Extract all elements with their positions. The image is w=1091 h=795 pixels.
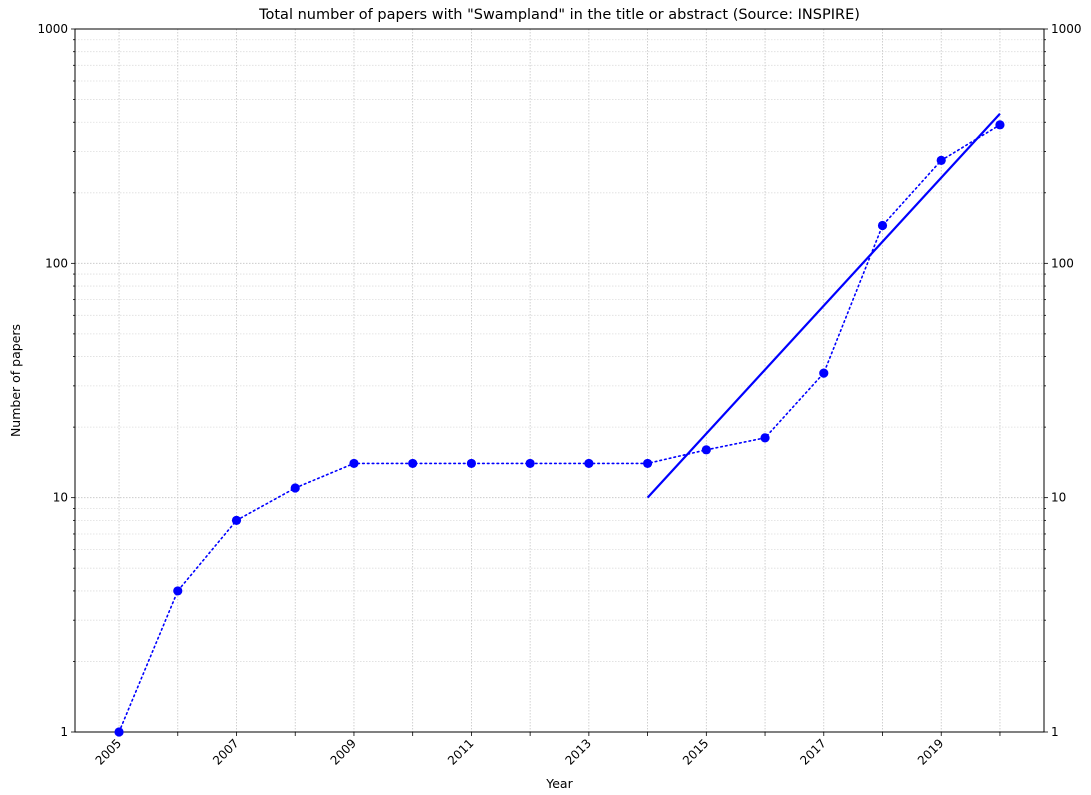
- x-tick-label: 2019: [915, 736, 946, 767]
- grid: [75, 29, 1044, 732]
- y-tick-label-right: 1000: [1051, 22, 1082, 36]
- data-point: [701, 445, 711, 455]
- data-point: [642, 458, 653, 469]
- y-axis-label: Number of papers: [8, 324, 23, 437]
- x-axis-label: Year: [545, 776, 573, 791]
- data-point: [114, 727, 124, 737]
- y-tick-label-left: 100: [45, 256, 68, 270]
- x-tick-label: 2009: [328, 736, 359, 767]
- data-point: [877, 220, 888, 231]
- data-point: [290, 483, 300, 493]
- x-tick-label: 2015: [680, 736, 711, 767]
- data-point: [525, 458, 535, 469]
- data-line: [118, 124, 1001, 733]
- plot-area-frame: [74, 28, 1045, 733]
- x-tick-label: 2007: [210, 736, 241, 767]
- data-point: [231, 515, 242, 525]
- y-tick-label-left: 1000: [37, 22, 68, 36]
- series: [114, 112, 1005, 737]
- chart-title: Total number of papers with "Swampland" …: [258, 7, 860, 23]
- data-point: [408, 458, 418, 469]
- x-tick-label: 2013: [562, 736, 593, 767]
- data-point: [173, 586, 183, 596]
- y-tick-label-right: 1: [1051, 725, 1059, 739]
- fit-line: [646, 112, 1001, 499]
- data-point: [760, 433, 770, 443]
- data-point: [995, 120, 1005, 130]
- y-tick-label-right: 10: [1051, 491, 1066, 505]
- y-tick-label-right: 100: [1051, 256, 1074, 270]
- axes: 1 1 10 10 100 100 1000 1000 2005 2007 2009 2011 2013…: [37, 22, 1081, 768]
- data-point: [936, 155, 946, 165]
- y-tick-label-left: 1: [60, 725, 68, 739]
- x-tick-label: 2017: [797, 736, 828, 767]
- y-tick-label-left: 10: [53, 491, 68, 505]
- data-point: [349, 458, 359, 469]
- data-point: [819, 368, 829, 378]
- data-point: [584, 458, 594, 469]
- x-tick-label: 2005: [93, 736, 124, 767]
- x-tick-label: 2011: [445, 736, 476, 767]
- data-point: [466, 458, 477, 469]
